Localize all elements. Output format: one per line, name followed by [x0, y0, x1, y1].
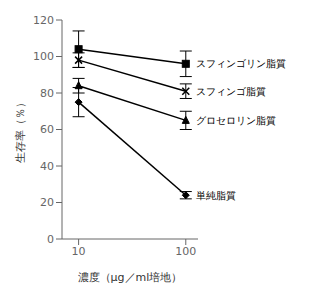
svg-text:スフィンゴリン脂質: スフィンゴリン脂質 [196, 58, 286, 69]
svg-text:単純脂質: 単純脂質 [196, 190, 236, 201]
svg-text:10: 10 [72, 245, 86, 258]
svg-text:生存率（％）: 生存率（％） [14, 97, 27, 163]
svg-text:60: 60 [40, 123, 54, 136]
svg-text:濃度（μg／ml培地）: 濃度（μg／ml培地） [78, 271, 183, 284]
svg-text:0: 0 [47, 233, 54, 246]
svg-text:80: 80 [40, 87, 54, 100]
svg-text:100: 100 [175, 245, 196, 258]
svg-text:100: 100 [33, 50, 54, 63]
svg-text:120: 120 [33, 14, 54, 27]
svg-text:グロセロリン脂質: グロセロリン脂質 [196, 115, 276, 126]
svg-text:スフィンゴ脂質: スフィンゴ脂質 [196, 86, 266, 97]
svg-text:20: 20 [40, 196, 54, 209]
svg-text:40: 40 [40, 160, 54, 173]
